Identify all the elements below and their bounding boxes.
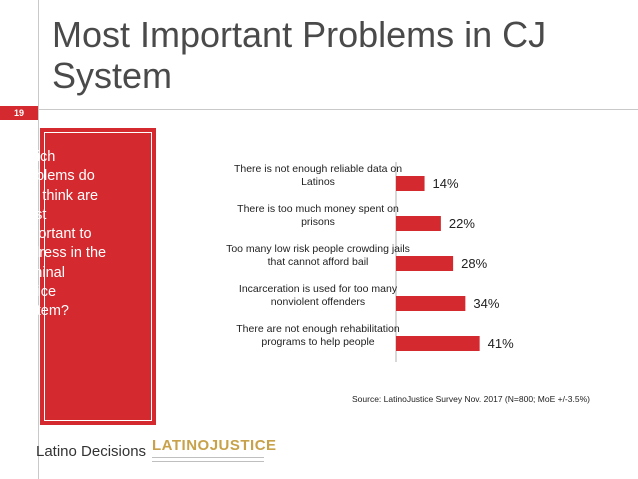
- value-label: 41%: [488, 336, 514, 351]
- category-label: There is too much money spent on prisons: [237, 203, 399, 228]
- question-text: Which problems do you think are most imp…: [15, 149, 107, 320]
- category-label-line: nonviolent offenders: [271, 296, 365, 308]
- category-label-line: programs to help people: [261, 336, 374, 348]
- category-label-line: There is too much money spent on: [237, 203, 399, 215]
- slide-number: 19: [0, 106, 38, 120]
- bar: [396, 176, 425, 191]
- category-label-line: Incarceration is used for too many: [239, 283, 398, 295]
- bar: [396, 216, 441, 231]
- category-label: There are not enough rehabilitation progr…: [236, 323, 400, 348]
- latino-justice-text: LATINOJUSTICE: [152, 437, 277, 454]
- value-label: 14%: [433, 176, 459, 191]
- category-label-line: Latinos: [301, 176, 335, 188]
- latino-decisions-text: Latino Decisions: [36, 443, 147, 460]
- category-label-line: that cannot afford bail: [268, 256, 369, 268]
- bar: [396, 296, 466, 311]
- latino-justice-underline: [152, 457, 264, 462]
- category-label-line: There are not enough rehabilitation: [236, 323, 400, 335]
- left-rule: [38, 0, 39, 479]
- category-label: Incarceration is used for too many nonvio…: [239, 283, 398, 308]
- value-label: 22%: [449, 216, 475, 231]
- bar-chart: There is not enough reliable data on Lati…: [226, 162, 514, 362]
- page-title: Most Important Problems in CJ System: [52, 14, 547, 96]
- bar: [396, 256, 454, 271]
- title-rule: [0, 109, 638, 110]
- bar: [396, 336, 480, 351]
- question-box-border: [44, 132, 152, 421]
- question-box: [40, 128, 156, 425]
- latino-decisions-logo: Latino Decisions: [36, 443, 146, 460]
- source-note: Source: LatinoJustice Survey Nov. 2017 (…: [352, 394, 590, 404]
- category-label-line: There is not enough reliable data on: [234, 163, 402, 175]
- category-label-line: Too many low risk people crowding jails: [226, 243, 410, 255]
- category-label: There is not enough reliable data on Lati…: [234, 163, 402, 188]
- category-label-line: prisons: [301, 216, 335, 228]
- latino-justice-logo: LATINOJUSTICE: [152, 437, 277, 462]
- category-label: Too many low risk people crowding jails t…: [226, 243, 410, 268]
- value-label: 28%: [461, 256, 487, 271]
- value-label: 34%: [473, 296, 499, 311]
